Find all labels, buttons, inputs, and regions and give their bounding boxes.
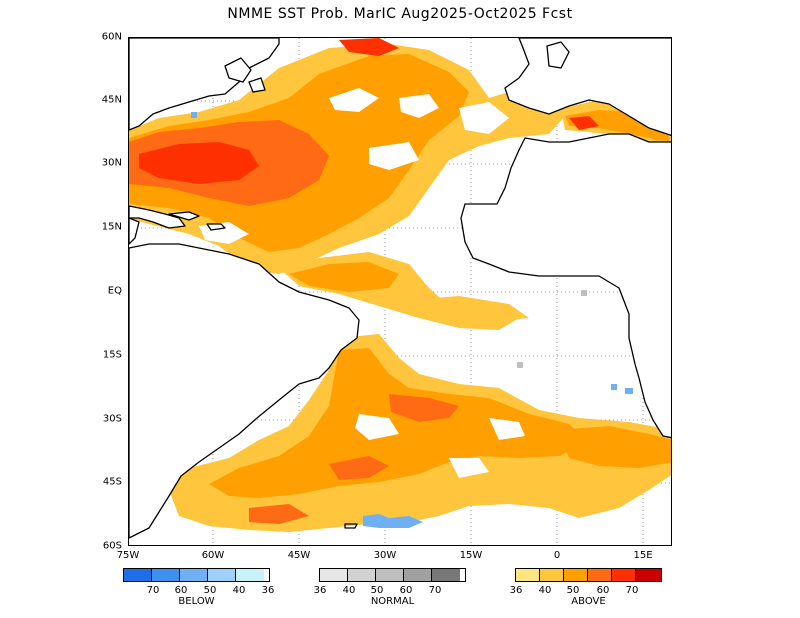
lon-label: 0 [553,550,561,561]
coastlines [129,38,671,539]
legend-tick: 40 [232,585,246,596]
legend-above-caption: ABOVE [571,596,606,607]
legend-above-colorbar [515,568,662,582]
legend-swatch [348,569,376,581]
legend-normal-colorbar [319,568,466,582]
lat-label: EQ [107,285,122,297]
legend-tick: 40 [342,585,356,596]
lon-label: 30W [373,550,397,561]
legend-swatch [320,569,348,581]
legend-swatch [588,569,612,581]
lon-label: 15W [459,550,483,561]
legend-above: 36 40 50 60 70 ABOVE [510,568,662,607]
legend-swatch [612,569,636,581]
legend-swatch [636,569,661,581]
sst-above-shading [129,38,671,532]
lat-label: 15N [101,221,122,233]
lat-label: 60S [102,540,122,552]
legend-tick: 36 [261,585,275,596]
legend-swatch [152,569,180,581]
map-title: NMME SST Prob. MarIC Aug2025-Oct2025 Fcs… [227,6,573,22]
legend-tick: 70 [146,585,160,596]
legend-swatch [404,569,432,581]
legend-below-colorbar [123,568,270,582]
lat-label: 45S [102,476,122,488]
legend-swatch [432,569,460,581]
legend-below: 70 60 50 40 36 BELOW [123,568,274,607]
map-plot-area [128,37,672,546]
legend-swatch [376,569,404,581]
no-signal-gaps [199,88,525,478]
lon-label: 75W [116,550,140,561]
legend-tick: 60 [399,585,413,596]
below-marker [611,384,617,390]
lat-label: 30N [101,157,122,169]
normal-marker [517,362,523,368]
legend-tick: 60 [596,585,610,596]
legend-tick: 50 [203,585,217,596]
lon-label: 15E [633,550,653,561]
map-canvas [129,38,671,545]
lat-label: 60N [101,31,122,43]
lat-label: 30S [102,413,122,425]
legend-normal: 36 40 50 60 70 NORMAL [314,568,466,607]
lat-label: 15S [102,349,122,361]
lon-label: 60W [201,550,225,561]
legend-normal-caption: NORMAL [370,596,415,607]
legend-swatch [124,569,152,581]
legend-swatch [516,569,540,581]
legend-tick: 40 [538,585,552,596]
legend-swatch [540,569,564,581]
below-marker [625,388,633,394]
lon-label: 45W [287,550,311,561]
legend-tick: 70 [428,585,442,596]
legend-tick: 60 [174,585,188,596]
legend-swatch [236,569,264,581]
legend-swatch [564,569,588,581]
legend-swatch [208,569,236,581]
legend-swatch [180,569,208,581]
legend-tick: 36 [313,585,327,596]
lat-label: 45N [101,94,122,106]
legend-below-caption: BELOW [178,596,215,607]
legend-tick: 50 [566,585,580,596]
legend-tick: 36 [509,585,523,596]
below-region [363,514,423,528]
below-marker [191,112,197,118]
legend-tick: 70 [625,585,639,596]
normal-marker [581,290,587,296]
legend-tick: 50 [370,585,384,596]
